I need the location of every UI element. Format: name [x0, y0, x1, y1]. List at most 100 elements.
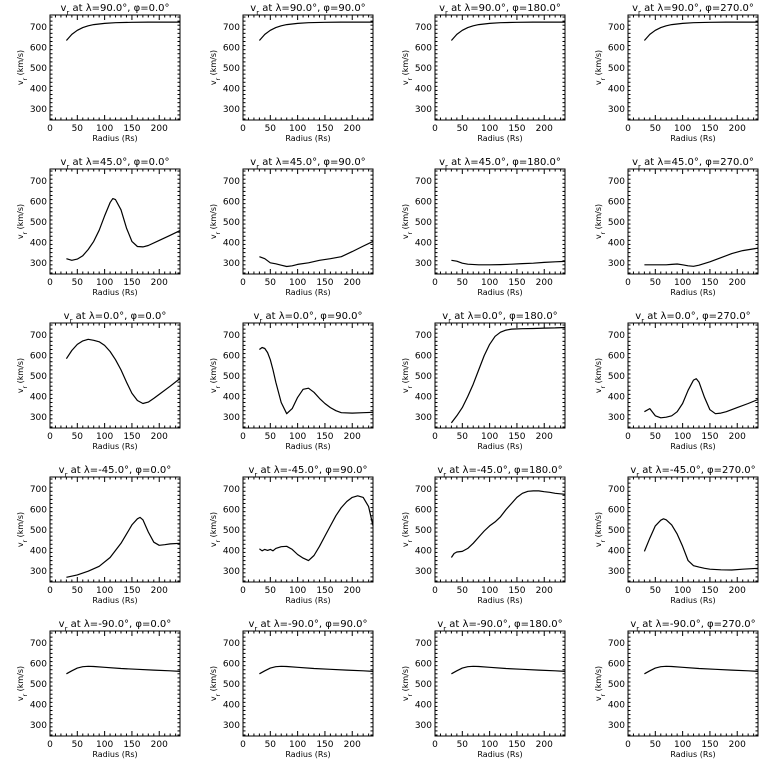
- y-axis-label: vr (km/s): [401, 512, 414, 547]
- x-tick-label: 50: [72, 432, 84, 442]
- y-tick-label: 400: [223, 700, 240, 710]
- x-tick-label: 0: [625, 586, 631, 596]
- x-tick-label: 200: [536, 278, 553, 288]
- y-tick-label: 600: [608, 352, 625, 362]
- panel-3: vr at λ=90.0°, φ=180.0° 0 50 100 150 200 300 40…: [401, 3, 566, 143]
- x-tick-label: 0: [240, 740, 246, 750]
- panel-title: vr at λ=45.0°, φ=180.0°: [439, 157, 561, 171]
- x-tick-label: 50: [650, 124, 662, 134]
- y-tick-label: 600: [415, 660, 432, 670]
- y-tick-label: 500: [30, 680, 47, 690]
- x-tick-label: 50: [457, 586, 469, 596]
- x-tick-label: 200: [536, 124, 553, 134]
- x-tick-label: 100: [674, 432, 691, 442]
- x-axis-label: Radius (Rs): [285, 750, 330, 759]
- x-tick-label: 50: [457, 278, 469, 288]
- y-tick-label: 300: [608, 721, 625, 731]
- x-tick-label: 200: [729, 586, 746, 596]
- y-tick-label: 600: [608, 506, 625, 516]
- x-tick-label: 100: [289, 586, 306, 596]
- y-axis-label: vr (km/s): [209, 512, 222, 547]
- panel-title: vr at λ=-90.0°, φ=90.0°: [249, 619, 368, 633]
- x-tick-label: 50: [72, 124, 84, 134]
- y-axis-label: vr (km/s): [16, 204, 29, 239]
- x-tick-label: 0: [240, 432, 246, 442]
- y-axis-label: vr (km/s): [16, 358, 29, 393]
- y-tick-label: 400: [223, 392, 240, 402]
- x-axis-label: Radius (Rs): [477, 442, 522, 451]
- plot-frame: [49, 322, 181, 429]
- y-tick-label: 700: [30, 639, 47, 649]
- y-axis-label: vr (km/s): [401, 358, 414, 393]
- y-tick-label: 500: [30, 64, 47, 74]
- panel-title: vr at λ=90.0°, φ=180.0°: [439, 3, 561, 17]
- y-tick-label: 600: [608, 44, 625, 54]
- x-tick-label: 0: [432, 740, 438, 750]
- y-tick-label: 400: [415, 392, 432, 402]
- x-tick-label: 0: [432, 586, 438, 596]
- x-tick-label: 0: [625, 124, 631, 134]
- x-tick-label: 150: [701, 278, 718, 288]
- x-tick-label: 200: [729, 740, 746, 750]
- plot-frame: [49, 168, 181, 275]
- y-tick-label: 600: [415, 352, 432, 362]
- y-axis-label: vr (km/s): [401, 204, 414, 239]
- x-tick-label: 50: [265, 740, 277, 750]
- y-tick-label: 300: [415, 567, 432, 577]
- panel-title: vr at λ=0.0°, φ=90.0°: [253, 311, 362, 325]
- y-axis-label: vr (km/s): [16, 50, 29, 85]
- x-tick-label: 150: [508, 278, 525, 288]
- plot-frame: [434, 168, 566, 275]
- x-tick-label: 0: [625, 740, 631, 750]
- y-axis-label: vr (km/s): [594, 358, 607, 393]
- plot-frame: [627, 322, 759, 429]
- x-tick-label: 200: [151, 124, 168, 134]
- y-tick-label: 400: [608, 238, 625, 248]
- y-tick-label: 600: [223, 352, 240, 362]
- x-tick-label: 150: [123, 124, 140, 134]
- y-tick-label: 700: [608, 177, 625, 187]
- y-tick-label: 300: [608, 259, 625, 269]
- y-tick-label: 700: [415, 639, 432, 649]
- y-tick-label: 500: [608, 372, 625, 382]
- panel-title: vr at λ=45.0°, φ=0.0°: [60, 157, 169, 171]
- x-tick-label: 200: [151, 740, 168, 750]
- y-tick-label: 300: [223, 413, 240, 423]
- panel-20: vr at λ=-90.0°, φ=270.0° 0 50 100 150 200 300 4…: [594, 619, 759, 759]
- plot-frame: [627, 476, 759, 583]
- y-tick-label: 600: [608, 198, 625, 208]
- x-tick-label: 150: [701, 432, 718, 442]
- y-tick-label: 400: [608, 700, 625, 710]
- x-tick-label: 100: [289, 432, 306, 442]
- y-tick-label: 500: [30, 218, 47, 228]
- x-tick-label: 0: [240, 124, 246, 134]
- y-tick-label: 700: [30, 177, 47, 187]
- y-tick-label: 400: [608, 546, 625, 556]
- x-tick-label: 200: [729, 124, 746, 134]
- plot-frame: [434, 322, 566, 429]
- series-line: [451, 259, 566, 266]
- x-axis-label: Radius (Rs): [477, 596, 522, 605]
- x-tick-label: 150: [123, 740, 140, 750]
- y-tick-label: 400: [415, 238, 432, 248]
- panel-title: vr at λ=0.0°, φ=0.0°: [64, 311, 167, 325]
- x-tick-label: 150: [316, 432, 333, 442]
- y-axis-label: vr (km/s): [209, 358, 222, 393]
- plot-frame: [49, 476, 181, 583]
- y-axis-label: vr (km/s): [209, 666, 222, 701]
- y-axis-label: vr (km/s): [401, 50, 414, 85]
- series-line: [644, 665, 759, 675]
- panel-17: vr at λ=-90.0°, φ=0.0° 0 50 100 150 200 300 400…: [16, 619, 181, 759]
- x-tick-label: 100: [289, 740, 306, 750]
- y-axis-label: vr (km/s): [594, 666, 607, 701]
- x-tick-label: 50: [457, 740, 469, 750]
- x-axis-label: Radius (Rs): [477, 134, 522, 143]
- y-tick-label: 400: [415, 546, 432, 556]
- x-tick-label: 150: [123, 432, 140, 442]
- x-tick-label: 50: [457, 432, 469, 442]
- panel-title: vr at λ=-45.0°, φ=270.0°: [630, 465, 755, 479]
- plot-frame: [49, 14, 181, 121]
- x-tick-label: 50: [265, 432, 277, 442]
- x-axis-label: Radius (Rs): [285, 134, 330, 143]
- x-tick-label: 200: [344, 586, 361, 596]
